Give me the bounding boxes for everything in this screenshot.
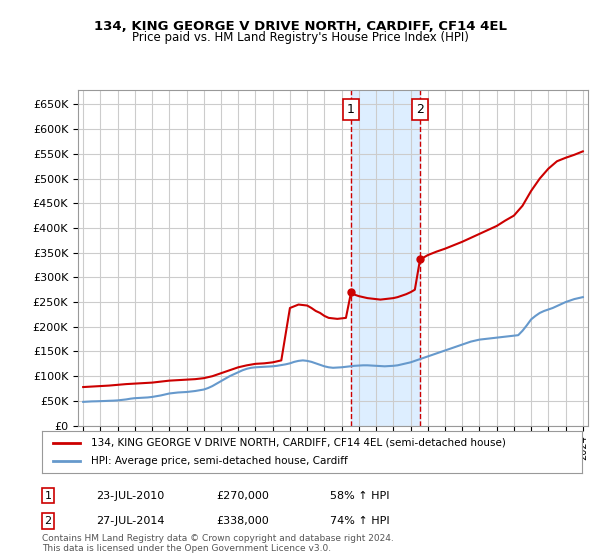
Text: Contains HM Land Registry data © Crown copyright and database right 2024.
This d: Contains HM Land Registry data © Crown c… <box>42 534 394 553</box>
Text: HPI: Average price, semi-detached house, Cardiff: HPI: Average price, semi-detached house,… <box>91 456 347 466</box>
Text: Price paid vs. HM Land Registry's House Price Index (HPI): Price paid vs. HM Land Registry's House … <box>131 31 469 44</box>
Bar <box>351 90 420 426</box>
Text: £338,000: £338,000 <box>216 516 269 526</box>
Text: 58% ↑ HPI: 58% ↑ HPI <box>330 491 389 501</box>
Text: £270,000: £270,000 <box>216 491 269 501</box>
Text: 134, KING GEORGE V DRIVE NORTH, CARDIFF, CF14 4EL (semi-detached house): 134, KING GEORGE V DRIVE NORTH, CARDIFF,… <box>91 438 505 448</box>
Text: 2: 2 <box>44 516 52 526</box>
Text: 27-JUL-2014: 27-JUL-2014 <box>96 516 164 526</box>
Text: 23-JUL-2010: 23-JUL-2010 <box>96 491 164 501</box>
Text: 74% ↑ HPI: 74% ↑ HPI <box>330 516 389 526</box>
Text: 134, KING GEORGE V DRIVE NORTH, CARDIFF, CF14 4EL: 134, KING GEORGE V DRIVE NORTH, CARDIFF,… <box>94 20 506 32</box>
Text: 2: 2 <box>416 103 424 116</box>
Text: 1: 1 <box>44 491 52 501</box>
Text: 1: 1 <box>347 103 355 116</box>
